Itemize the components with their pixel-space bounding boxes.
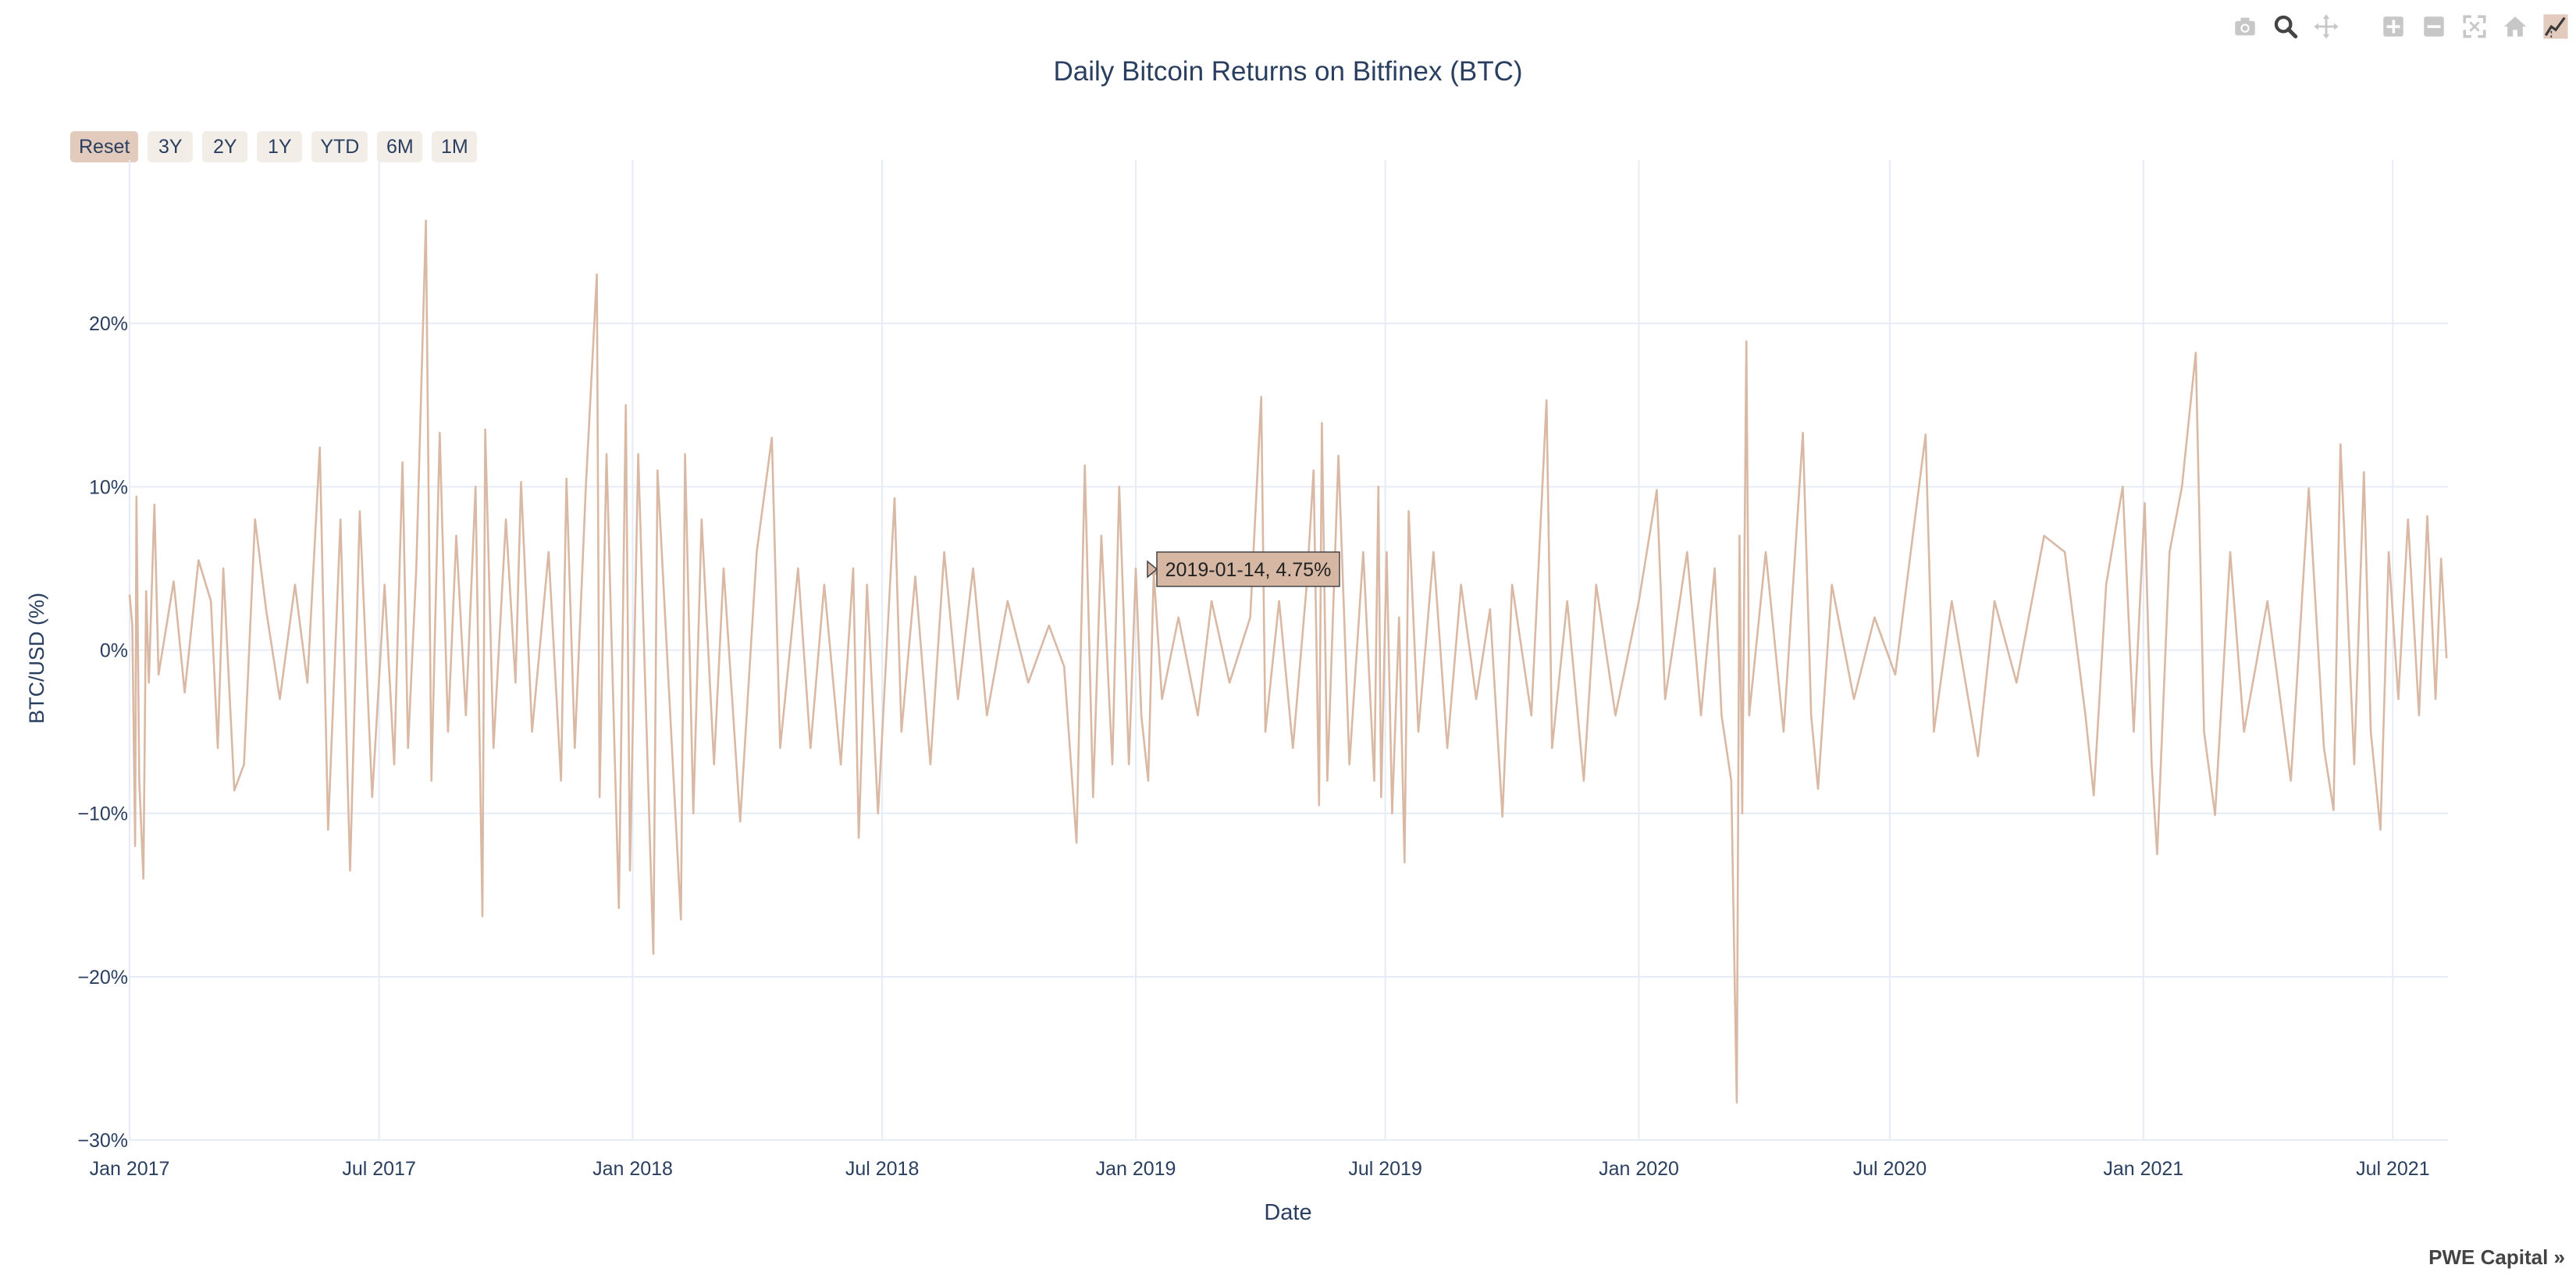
tooltip-box — [1156, 551, 1340, 587]
x-tick-label: Jan 2018 — [592, 1158, 673, 1180]
range-selector: Reset 3Y 2Y 1Y YTD 6M 1M — [70, 131, 478, 162]
x-tick-label: Jan 2019 — [1096, 1158, 1176, 1180]
x-tick-label: Jul 2020 — [1853, 1158, 1927, 1180]
range-button-ytd[interactable]: YTD — [311, 131, 368, 162]
y-tick-label: 20% — [89, 313, 128, 335]
reset-axes-icon[interactable] — [2500, 11, 2531, 42]
range-button-3y[interactable]: 3Y — [148, 131, 194, 162]
x-tick-label: Jan 2020 — [1599, 1158, 1679, 1180]
x-tick-label: Jan 2017 — [90, 1158, 170, 1180]
series-line[interactable] — [128, 219, 2448, 1104]
y-tick-label: −10% — [77, 803, 128, 825]
plot-area[interactable] — [128, 219, 2448, 1104]
camera-icon[interactable] — [2229, 11, 2261, 42]
y-tick-label: 0% — [100, 640, 128, 662]
autoscale-icon[interactable] — [2459, 11, 2490, 42]
x-tick-label: Jul 2021 — [2356, 1158, 2430, 1180]
x-tick-label: Jul 2018 — [845, 1158, 920, 1180]
tooltip-text: 2019-01-14, 4.75% — [1165, 559, 1332, 581]
axes: Jan 2017 Jul 2017 Jan 2018 Jul 2018 Jan 2019… — [77, 313, 2429, 1180]
zoom-icon[interactable] — [2270, 11, 2301, 42]
grid-lines — [129, 160, 2448, 1141]
tooltip-pointer — [1147, 560, 1158, 579]
zoom-in-icon[interactable] — [2378, 11, 2409, 42]
brand-label[interactable]: PWE Capital » — [2428, 1245, 2565, 1269]
x-axis-title: Date — [1264, 1200, 1311, 1225]
y-axis-title: BTC/USD (%) — [25, 593, 48, 724]
pan-icon[interactable] — [2311, 11, 2342, 42]
range-button-1m[interactable]: 1M — [432, 131, 478, 162]
range-button-6m[interactable]: 6M — [377, 131, 423, 162]
x-tick-label: Jul 2017 — [342, 1158, 416, 1180]
range-button-1y[interactable]: 1Y — [257, 131, 303, 162]
chart-modebar — [2229, 11, 2571, 42]
chart-title: Daily Bitcoin Returns on Bitfinex (BTC) — [1053, 56, 1523, 87]
y-tick-label: 10% — [89, 476, 128, 498]
range-button-2y[interactable]: 2Y — [202, 131, 248, 162]
range-button-reset[interactable]: Reset — [70, 131, 139, 162]
zoom-out-icon[interactable] — [2418, 11, 2450, 42]
y-tick-label: −20% — [77, 967, 128, 989]
y-tick-label: −30% — [77, 1130, 128, 1152]
spikelines-icon[interactable] — [2540, 11, 2571, 42]
hover-tooltip: 2019-01-14, 4.75% — [1147, 551, 1340, 587]
x-tick-label: Jul 2019 — [1348, 1158, 1422, 1180]
x-tick-label: Jan 2021 — [2103, 1158, 2183, 1180]
